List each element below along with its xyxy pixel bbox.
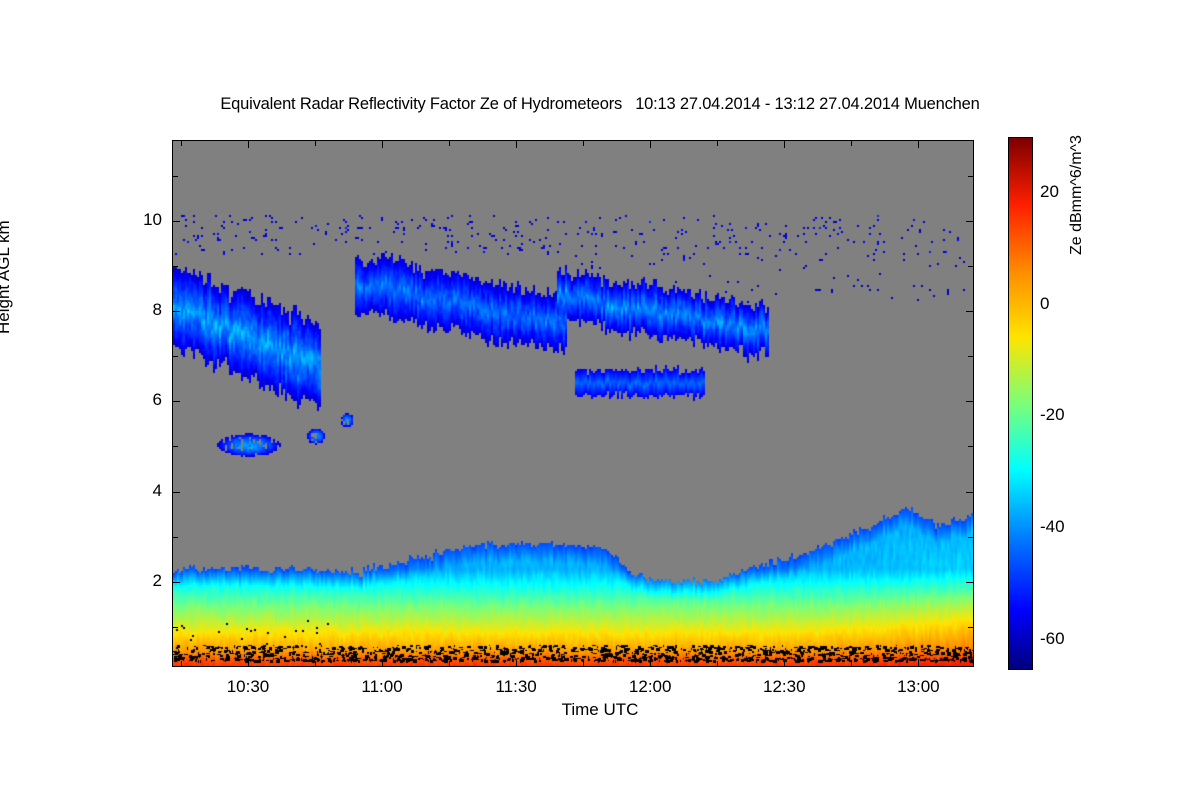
- y-axis-minor-tick: [173, 626, 178, 628]
- x-axis-minor-tick: [717, 141, 719, 146]
- y-axis-tick: [173, 221, 180, 223]
- x-axis-minor-tick: [851, 661, 853, 666]
- colorbar-label: Ze dBmm^6/m^3: [1068, 135, 1085, 255]
- y-axis-tick: [966, 491, 973, 493]
- x-axis-tick: [382, 659, 384, 666]
- x-axis-minor-tick: [180, 661, 182, 666]
- y-axis-minor-tick: [173, 266, 178, 268]
- colorbar-tick-label: 0: [1040, 293, 1050, 313]
- x-axis-minor-tick: [315, 141, 317, 146]
- y-axis-tick-label: 8: [152, 300, 162, 320]
- y-axis-tick: [173, 491, 180, 493]
- y-axis-minor-tick: [968, 176, 973, 178]
- x-axis-tick: [516, 141, 518, 148]
- y-axis-label: Height AGL km: [0, 220, 13, 334]
- colorbar-tick-label: -20: [1040, 405, 1065, 425]
- colorbar: [1008, 137, 1033, 670]
- x-axis-minor-tick: [583, 661, 585, 666]
- x-axis-tick-label: 10:30: [226, 677, 270, 696]
- y-axis-minor-tick: [968, 266, 973, 268]
- y-axis-tick-label: 4: [152, 480, 162, 500]
- x-axis-tick-label: 11:00: [361, 677, 403, 696]
- x-axis-tick: [247, 659, 249, 666]
- y-axis-minor-tick: [173, 176, 178, 178]
- x-axis-tick: [784, 659, 786, 666]
- colorbar-gradient: [1008, 137, 1033, 670]
- x-axis-tick: [382, 141, 384, 148]
- x-axis-tick-label: 12:00: [628, 677, 672, 696]
- colorbar-tick-label: -40: [1040, 517, 1065, 537]
- y-axis-tick-label: 6: [152, 390, 162, 410]
- y-axis-tick-label: 10: [143, 210, 162, 230]
- x-axis-tick: [516, 659, 518, 666]
- y-axis-tick: [173, 311, 180, 313]
- x-axis-tick: [918, 141, 920, 148]
- y-axis-minor-tick: [968, 536, 973, 538]
- y-axis-tick: [173, 581, 180, 583]
- y-axis-minor-tick: [173, 356, 178, 358]
- x-axis-minor-tick: [449, 661, 451, 666]
- colorbar-tick-label: -60: [1040, 629, 1065, 649]
- y-axis-tick: [966, 401, 973, 403]
- plot-area: [172, 140, 974, 667]
- x-axis-tick: [650, 659, 652, 666]
- x-axis-tick: [247, 141, 249, 148]
- x-axis-tick-label: 13:00: [897, 677, 940, 696]
- x-axis-minor-tick: [180, 141, 182, 146]
- x-axis-minor-tick: [449, 141, 451, 146]
- y-axis-tick: [966, 221, 973, 223]
- y-axis-minor-tick: [968, 356, 973, 358]
- page-title: Equivalent Radar Reflectivity Factor Ze …: [220, 95, 980, 113]
- colorbar-tick-label: 20: [1040, 181, 1059, 201]
- x-axis-minor-tick: [315, 661, 317, 666]
- y-axis-tick: [966, 581, 973, 583]
- y-axis-minor-tick: [173, 536, 178, 538]
- y-axis-tick: [966, 311, 973, 313]
- radar-heatmap-canvas: [173, 141, 973, 666]
- y-axis-tick-label: 2: [152, 570, 162, 590]
- y-axis-minor-tick: [968, 446, 973, 448]
- y-axis-minor-tick: [173, 446, 178, 448]
- x-axis-tick-label: 12:30: [763, 677, 806, 696]
- x-axis-tick-label: 11:30: [495, 677, 537, 696]
- x-axis-minor-tick: [583, 141, 585, 146]
- y-axis-minor-tick: [968, 626, 973, 628]
- y-axis-tick: [173, 401, 180, 403]
- x-axis-minor-tick: [717, 661, 719, 666]
- x-axis-tick: [650, 141, 652, 148]
- x-axis-minor-tick: [851, 141, 853, 146]
- x-axis-tick: [918, 659, 920, 666]
- x-axis-tick: [784, 141, 786, 148]
- x-axis-label: Time UTC: [561, 700, 639, 719]
